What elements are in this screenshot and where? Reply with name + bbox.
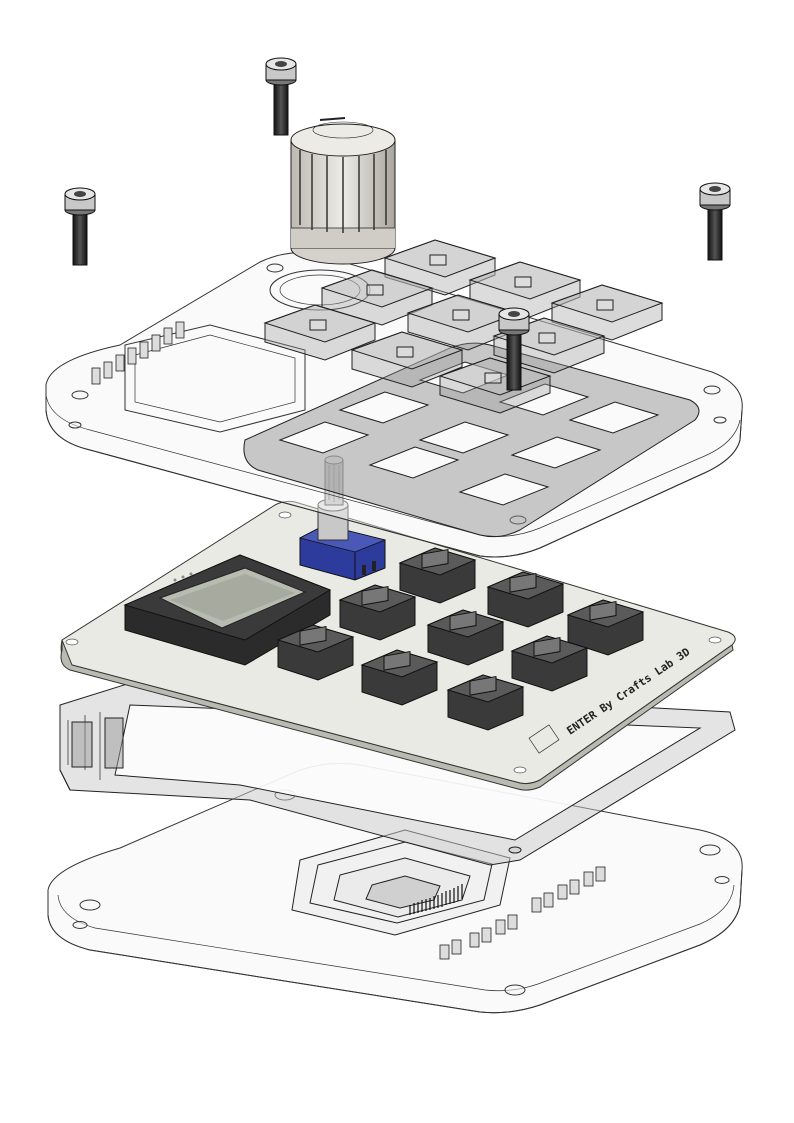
switch-plate xyxy=(243,342,700,538)
keycap-3-2 xyxy=(350,331,464,388)
switch-2-1 xyxy=(338,584,417,641)
screw-top xyxy=(265,57,297,136)
screw-right xyxy=(699,182,731,261)
switch-2-3 xyxy=(510,635,589,692)
switch-3-3 xyxy=(446,674,525,731)
keycap-1-1 xyxy=(383,239,497,296)
case-connector-slots xyxy=(91,321,185,385)
keycap-1-3 xyxy=(550,284,664,341)
keycap-3-1 xyxy=(263,304,377,361)
keycap-3-3 xyxy=(438,357,552,414)
switch-3-1 xyxy=(276,624,355,681)
screw-left xyxy=(64,187,96,266)
switch-2-2 xyxy=(426,609,505,666)
switch-1-1 xyxy=(398,547,477,604)
keycap-2-1 xyxy=(320,269,434,326)
rotary-encoder xyxy=(298,455,387,581)
screw-center xyxy=(498,307,530,391)
encoder-knob xyxy=(290,117,396,265)
switch-1-3 xyxy=(566,599,645,656)
keycaps xyxy=(263,239,664,414)
hexagon-grip-lines xyxy=(409,884,463,915)
switch-3-2 xyxy=(360,649,439,706)
oled-display-module xyxy=(123,554,332,666)
switch-1-2 xyxy=(486,571,565,628)
mechanical-switches xyxy=(276,547,645,731)
base-connector-clips xyxy=(439,866,606,960)
